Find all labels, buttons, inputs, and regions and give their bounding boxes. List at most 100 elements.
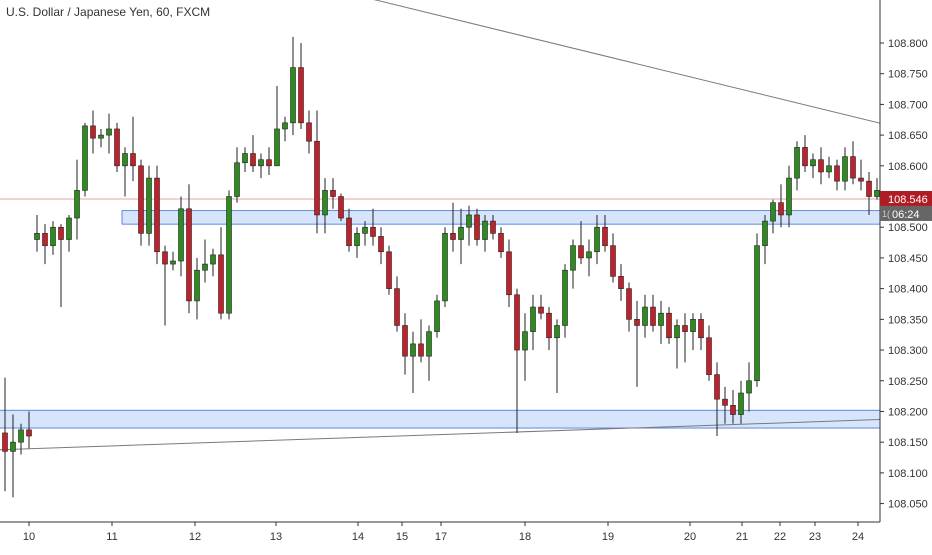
candle-body bbox=[315, 141, 320, 215]
candle-body bbox=[155, 178, 160, 252]
candle-body bbox=[435, 301, 440, 332]
candle-body bbox=[779, 203, 784, 215]
candle-body bbox=[11, 442, 16, 451]
candle-body bbox=[291, 68, 296, 123]
candle-body bbox=[579, 246, 584, 258]
candle-body bbox=[195, 270, 200, 301]
zone-2 bbox=[0, 410, 932, 428]
candle-body bbox=[115, 129, 120, 166]
candle-body bbox=[523, 332, 528, 350]
candle-body bbox=[91, 126, 96, 138]
zone-1 bbox=[122, 211, 932, 225]
candle-body bbox=[755, 246, 760, 381]
candle-body bbox=[771, 203, 776, 221]
candle-body bbox=[515, 295, 520, 350]
candle-body bbox=[371, 227, 376, 236]
candle-body bbox=[587, 252, 592, 258]
candle-body bbox=[107, 129, 112, 135]
candle-body bbox=[275, 129, 280, 166]
candle-body bbox=[627, 289, 632, 320]
candle-body bbox=[483, 221, 488, 239]
candle-body bbox=[763, 221, 768, 246]
candle-body bbox=[659, 313, 664, 325]
candle-body bbox=[747, 381, 752, 393]
time-tick-label: 22 bbox=[774, 531, 786, 543]
candle-body bbox=[283, 123, 288, 129]
candle-body bbox=[259, 160, 264, 166]
price-tick-label: 108.400 bbox=[888, 284, 928, 296]
candle-body bbox=[787, 178, 792, 215]
candle-body bbox=[139, 166, 144, 234]
price-tick-label: 108.250 bbox=[888, 376, 928, 388]
candle-body bbox=[3, 433, 8, 451]
price-tick-label: 108.750 bbox=[888, 69, 928, 81]
candle-body bbox=[299, 68, 304, 123]
countdown-label: 06:24 bbox=[892, 209, 920, 221]
candle-body bbox=[35, 233, 40, 239]
candle-body bbox=[683, 325, 688, 331]
candle-body bbox=[339, 197, 344, 218]
candle-body bbox=[211, 255, 216, 264]
last-price-label: 108.546 bbox=[888, 194, 928, 206]
candle-body bbox=[651, 307, 656, 325]
candle-body bbox=[875, 190, 880, 196]
candle-body bbox=[507, 252, 512, 295]
time-tick-label: 21 bbox=[736, 531, 748, 543]
chart-title: U.S. Dollar / Japanese Yen, 60, FXCM bbox=[6, 5, 210, 19]
candle-body bbox=[619, 276, 624, 288]
candle-body bbox=[227, 197, 232, 314]
candle-body bbox=[403, 325, 408, 356]
candle-body bbox=[803, 147, 808, 165]
candle-body bbox=[59, 227, 64, 239]
candle-body bbox=[467, 215, 472, 227]
candle-body bbox=[395, 289, 400, 326]
candle-body bbox=[147, 178, 152, 233]
candle-body bbox=[83, 126, 88, 190]
candle-body bbox=[603, 227, 608, 245]
price-tick-label: 108.300 bbox=[888, 345, 928, 357]
plot-background bbox=[0, 0, 880, 522]
candle-body bbox=[723, 399, 728, 405]
candle-body bbox=[451, 233, 456, 239]
price-tick-label: 108.500 bbox=[888, 222, 928, 234]
candle-body bbox=[715, 375, 720, 400]
time-tick-label: 23 bbox=[809, 531, 821, 543]
candle-body bbox=[459, 227, 464, 239]
price-tick-label: 108.800 bbox=[888, 38, 928, 50]
time-tick-label: 11 bbox=[106, 531, 117, 543]
candle-body bbox=[443, 233, 448, 301]
candle-body bbox=[795, 147, 800, 178]
candle-body bbox=[419, 344, 424, 356]
candle-body bbox=[595, 227, 600, 252]
time-tick-label: 13 bbox=[270, 531, 282, 543]
price-tick-label: 108.650 bbox=[888, 130, 928, 142]
candle-body bbox=[331, 190, 336, 196]
candle-body bbox=[539, 307, 544, 313]
price-tick-label: 108.450 bbox=[888, 253, 928, 265]
price-tick-label: 108.600 bbox=[888, 161, 928, 173]
candle-body bbox=[475, 215, 480, 240]
candle-body bbox=[499, 233, 504, 251]
candle-body bbox=[203, 264, 208, 270]
candle-body bbox=[219, 255, 224, 313]
plot-area bbox=[0, 0, 880, 522]
candle-body bbox=[19, 430, 24, 442]
candle-body bbox=[235, 163, 240, 197]
price-tick-label: 108.050 bbox=[888, 499, 928, 511]
candle-body bbox=[355, 233, 360, 245]
candle-body bbox=[571, 246, 576, 271]
price-tick-label: 108.150 bbox=[888, 437, 928, 449]
time-tick-label: 15 bbox=[396, 531, 408, 543]
candle-body bbox=[323, 190, 328, 215]
candle-body bbox=[243, 154, 248, 163]
candle-body bbox=[643, 307, 648, 325]
candle-body bbox=[843, 157, 848, 182]
price-tick-label: 108.200 bbox=[888, 406, 928, 418]
candle-body bbox=[835, 166, 840, 181]
candle-body bbox=[131, 154, 136, 166]
price-tick-label: 108.350 bbox=[888, 314, 928, 326]
candle-body bbox=[67, 218, 72, 239]
candle-body bbox=[851, 157, 856, 178]
